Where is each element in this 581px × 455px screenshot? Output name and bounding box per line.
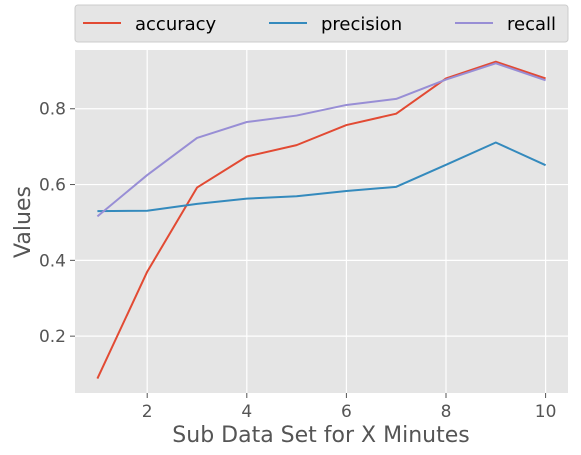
y-tick-label: 0.2 bbox=[39, 327, 66, 347]
x-tick-label: 8 bbox=[441, 402, 452, 422]
y-axis-label: Values bbox=[11, 186, 36, 258]
legend-label-accuracy: accuracy bbox=[135, 14, 217, 35]
plot-background bbox=[75, 50, 568, 393]
series-line-accuracy bbox=[96, 60, 546, 380]
series-lines bbox=[96, 60, 547, 380]
legend-box bbox=[74, 4, 569, 43]
grid-lines bbox=[75, 50, 568, 393]
y-tick-label: 0.8 bbox=[39, 100, 66, 120]
x-tick-label: 4 bbox=[241, 402, 252, 422]
x-axis-label: Sub Data Set for X Minutes bbox=[172, 423, 469, 448]
y-axis-ticks: 0.2 0.4 0.6 0.8 bbox=[39, 100, 75, 347]
series-line-precision bbox=[97, 141, 547, 213]
y-tick-label: 0.6 bbox=[39, 176, 66, 196]
x-tick-label: 2 bbox=[142, 402, 153, 422]
y-tick-label: 0.4 bbox=[39, 251, 66, 271]
x-axis-ticks: 2 4 6 8 10 bbox=[142, 393, 557, 422]
legend: accuracy precision recall bbox=[74, 4, 569, 43]
x-tick-label: 10 bbox=[535, 402, 557, 422]
legend-label-precision: precision bbox=[321, 14, 402, 35]
legend-label-recall: recall bbox=[507, 14, 556, 35]
series-line-recall bbox=[96, 62, 546, 218]
x-tick-label: 6 bbox=[341, 402, 352, 422]
